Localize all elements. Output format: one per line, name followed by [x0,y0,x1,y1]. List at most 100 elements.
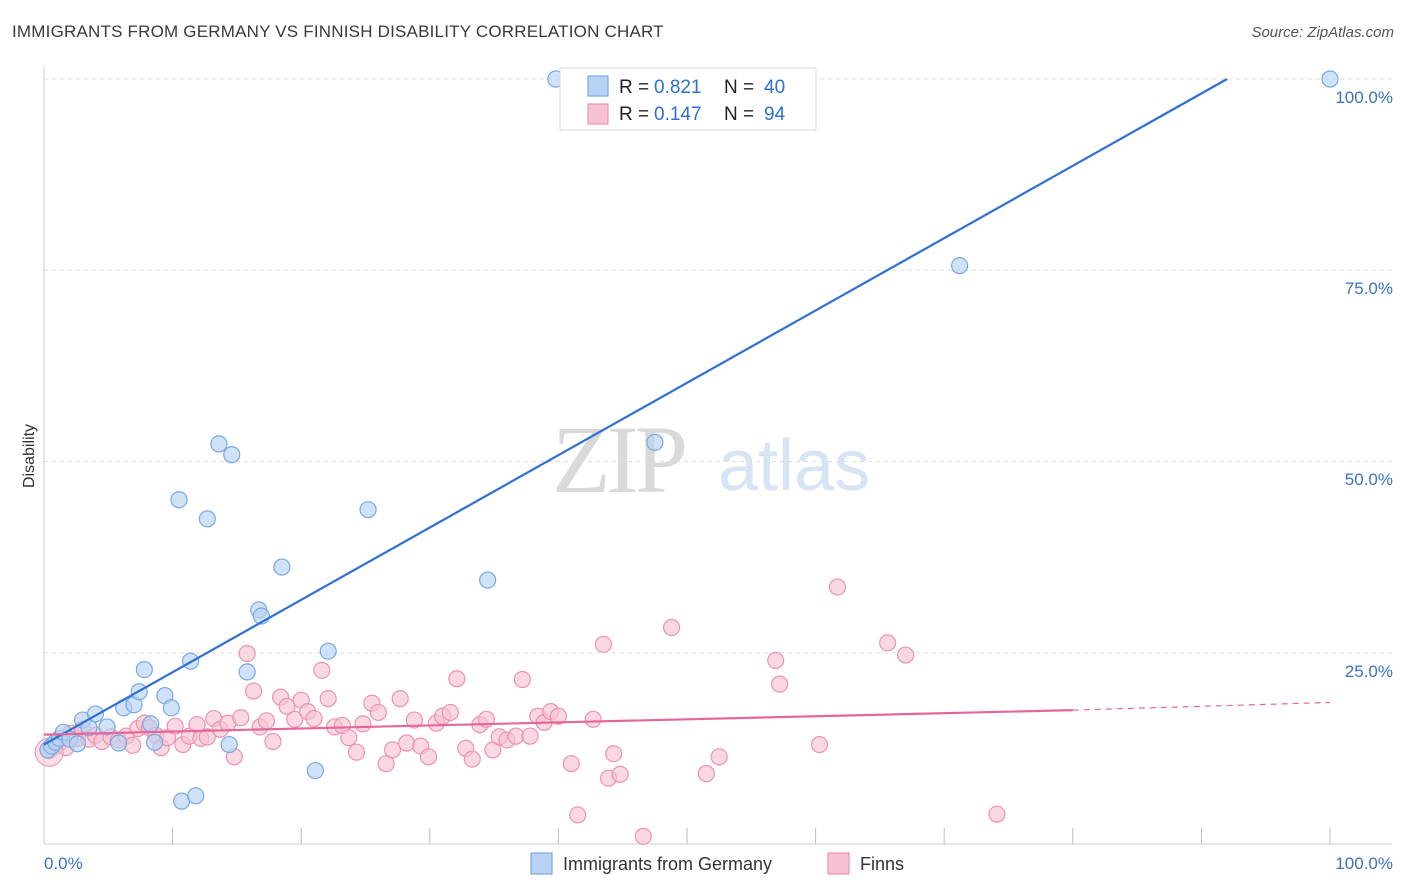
bottom-legend-swatch-germany [530,852,553,875]
germany-point [319,642,337,660]
finns-point [257,712,276,730]
finns-point [347,743,366,761]
finns-point [463,750,481,768]
finns-point [264,732,282,751]
finns-point [340,729,358,747]
finns-point [319,690,337,708]
finns-point [383,741,402,759]
legend-n-value-finns: 94 [764,104,786,125]
finns-point [245,682,263,700]
chart-title: IMMIGRANTS FROM GERMANY VS FINNISH DISAB… [12,22,664,41]
finns-point [377,755,395,773]
finns-point [398,734,416,752]
y-tick-label-25: 25.0% [1345,662,1393,681]
finns-point [448,670,466,688]
finns-point [767,651,785,670]
bottom-legend: Immigrants from Germany Finns [530,852,904,875]
y-tick-label-100: 100.0% [1335,88,1393,107]
finns-point [166,717,184,735]
x-tick-label-0: 0.0% [44,854,83,873]
finns-point [441,703,459,722]
legend-r-value-finns: 0.147 [654,104,702,125]
legend-r-label-finns: R = [619,104,649,125]
germany-point [273,558,291,576]
finns-point [584,710,602,728]
germany-points [39,70,1339,810]
finns-point [770,675,789,693]
finns-point [521,727,539,745]
finns-point [828,578,847,596]
legend-r-value-germany: 0.821 [654,77,702,98]
legend-swatch-finns [587,103,609,125]
finns-point [879,634,897,652]
germany-point [359,501,377,519]
bottom-legend-swatch-finns [827,852,850,875]
trend-lines [43,78,1331,746]
x-tick-label-100: 100.0% [1335,854,1393,873]
finns-point [569,806,587,824]
finns-trend-extension [1072,701,1331,711]
bottom-legend-label-germany: Immigrants from Germany [563,854,772,874]
finns-point [354,715,372,733]
germany-point [135,660,153,679]
germany-point [145,733,164,751]
finns-point [305,709,323,728]
finns-point [605,745,623,763]
finns-point [513,670,531,689]
legend-r-label-germany: R = [619,77,649,98]
finns-point [810,735,829,754]
finns-point [238,644,256,663]
finns-point [662,618,681,637]
finns-point [611,765,629,783]
finns-point [286,710,304,728]
germany-point [109,734,128,752]
germany-point [142,715,160,733]
watermark-zip: ZIP [552,406,685,513]
legend-swatch-germany [587,75,609,97]
germany-point [1321,70,1339,88]
legend-n-value-germany: 40 [764,77,785,98]
germany-point [68,735,87,753]
germany-point [951,257,969,275]
finns-point [562,755,580,773]
finns-point [124,736,142,754]
finns-point [278,697,296,715]
germany-point [187,787,205,805]
finns-point [634,827,652,845]
legend: R = 0.821 N = 40 R = 0.147 N = 94 [559,67,817,131]
finns-trend-line [43,709,1073,736]
finns-point [710,748,728,766]
finns-point [313,661,331,679]
legend-n-label-germany: N = [724,77,754,98]
finns-point [549,707,568,725]
germany-point [646,433,664,451]
finns-point [988,805,1006,823]
finns-point [369,703,387,722]
germany-point [238,663,256,681]
germany-point [170,491,188,509]
germany-point [306,761,324,780]
finns-point [897,646,915,664]
germany-point [162,699,180,717]
finns-point [594,635,613,653]
finns-point [198,728,216,746]
finns-point [232,709,250,727]
watermark-atlas: atlas [718,426,870,506]
bottom-legend-label-finns: Finns [860,854,904,874]
germany-point [220,735,238,754]
y-axis-title: Disability [21,424,38,488]
axes [43,66,1392,845]
finns-point [405,711,423,729]
y-tick-label-50: 50.0% [1345,470,1393,489]
germany-point [198,510,216,528]
finns-point [391,690,409,708]
finns-point [697,765,715,783]
germany-point [479,571,497,589]
germany-point [98,718,116,736]
y-tick-label-75: 75.0% [1345,279,1393,298]
germany-trend-line [43,78,1228,746]
germany-point [210,435,228,453]
legend-n-label-finns: N = [724,104,754,125]
chart-source: Source: ZipAtlas.com [1251,24,1394,41]
